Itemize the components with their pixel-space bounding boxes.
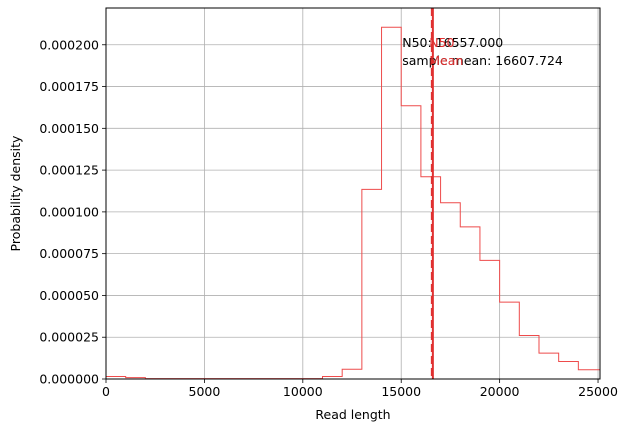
histogram-step-line — [105, 26, 601, 380]
histogram-series — [105, 26, 601, 380]
annotation-text: sample mean: 16607.724 — [402, 53, 563, 68]
y-tick-label: 0.000050 — [39, 288, 99, 303]
y-axis-ticks: 0.000000 0.000025 0.000050 0.000075 0.000100… — [39, 37, 106, 387]
x-tick-label: 15000 — [381, 384, 421, 399]
histogram-bin — [421, 177, 441, 379]
histogram-bin — [500, 302, 520, 379]
x-axis-label: Read length — [315, 407, 390, 422]
y-tick-label: 0.000150 — [39, 121, 99, 136]
y-tick-label: 0.000075 — [39, 246, 99, 261]
annotations: N50: 16557.000 sample mean: 16607.724 N50 M… — [402, 35, 563, 68]
histogram-bin — [480, 260, 500, 379]
y-tick-label: 0.000125 — [39, 163, 99, 178]
y-tick-label: 0.000025 — [39, 330, 99, 345]
grid — [105, 8, 600, 380]
plot-frame — [105, 7, 601, 380]
y-tick-label: 0.000100 — [39, 204, 99, 219]
histogram-bin — [578, 370, 600, 379]
y-tick-label: 0.000200 — [39, 37, 99, 52]
y-axis-label: Probability density — [8, 135, 23, 251]
annotation-text: N50 — [429, 35, 454, 50]
x-tick-label: 10000 — [283, 384, 323, 399]
x-tick-label: 25000 — [578, 384, 618, 399]
histogram-bin — [382, 27, 402, 379]
reference-lines — [430, 8, 434, 379]
histogram-bin — [460, 227, 480, 379]
x-tick-label: 20000 — [480, 384, 520, 399]
annotation-text: N50: 16557.000 — [402, 35, 503, 50]
histogram-bin — [441, 203, 461, 379]
histogram-bin — [519, 336, 539, 379]
y-tick-label: 0.000000 — [39, 372, 99, 387]
histogram-bin — [559, 361, 579, 379]
x-tick-label: 0 — [102, 384, 110, 399]
x-axis-ticks: 0 5000 10000 15000 20000 25000 — [102, 379, 618, 399]
annotation-text: Mean — [429, 53, 463, 68]
histogram-bin — [342, 369, 362, 379]
histogram-bin — [539, 353, 559, 379]
histogram-bin — [362, 189, 382, 379]
histogram-bin — [401, 106, 421, 379]
x-tick-label: 5000 — [189, 384, 221, 399]
y-tick-label: 0.000175 — [39, 79, 99, 94]
